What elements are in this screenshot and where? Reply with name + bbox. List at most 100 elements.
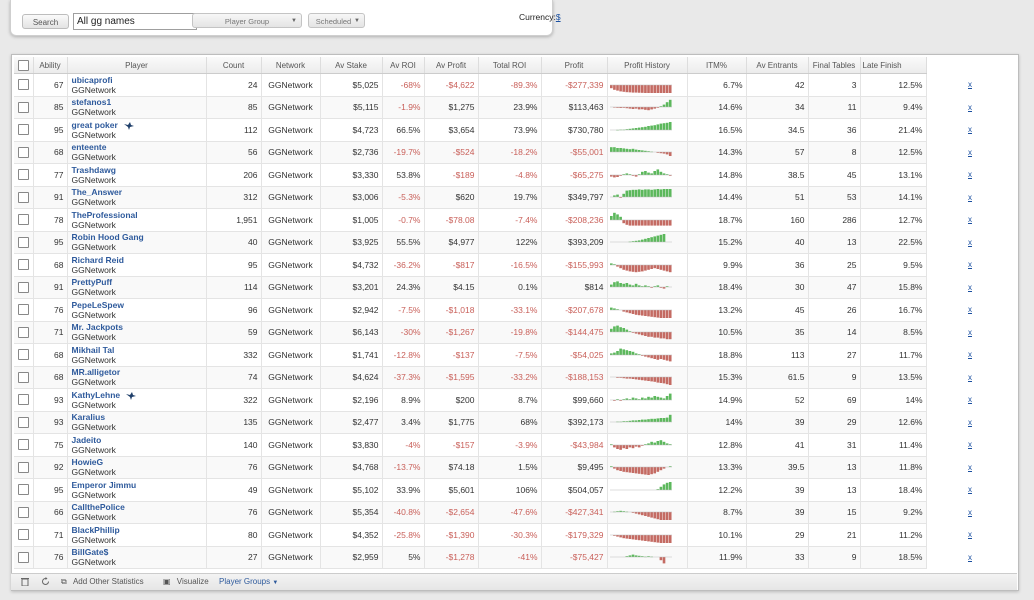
- remove-row-link[interactable]: x: [968, 305, 972, 314]
- remove-row-link[interactable]: x: [968, 395, 972, 404]
- player-name-link[interactable]: Mr. Jackpots: [71, 322, 124, 333]
- row-checkbox[interactable]: [17, 416, 29, 428]
- remove-row-link[interactable]: x: [968, 350, 972, 359]
- row-checkbox[interactable]: [17, 214, 29, 226]
- col-profit-history[interactable]: Profit History: [607, 57, 688, 74]
- row-checkbox[interactable]: [17, 461, 29, 473]
- remove-row-link[interactable]: x: [968, 417, 972, 427]
- table-row[interactable]: 95 Emperor Jimmu GGNetwork 49 GGNetwork $5,10…: [14, 478, 927, 502]
- table-row[interactable]: 93 KathyLehne GGNetwork 322 GGNetwork $2,196 8…: [14, 388, 927, 412]
- table-row[interactable]: 66 CallthePolice GGNetwork 76 GGNetwork $5,35…: [14, 501, 927, 524]
- row-select-cell[interactable]: [14, 433, 34, 457]
- row-select-cell[interactable]: [14, 456, 34, 479]
- row-select-cell[interactable]: [14, 163, 34, 187]
- player-groups-menu[interactable]: Player Groups ▼: [219, 577, 278, 586]
- visualize-button[interactable]: ▣ Visualize: [163, 577, 209, 586]
- col-count[interactable]: Count: [206, 57, 262, 74]
- col-network[interactable]: Network: [261, 57, 321, 74]
- table-row[interactable]: 71 Mr. Jackpots GGNetwork 59 GGNetwork $6,143…: [14, 321, 927, 344]
- player-name-link[interactable]: stefanos1: [71, 97, 112, 108]
- row-select-cell[interactable]: [14, 388, 34, 412]
- col-total-roi[interactable]: Total ROI: [478, 57, 542, 74]
- row-checkbox[interactable]: [17, 79, 29, 91]
- row-checkbox[interactable]: [17, 551, 29, 563]
- row-select-cell[interactable]: [14, 366, 34, 389]
- table-row[interactable]: 67 ubicaprofi GGNetwork 24 GGNetwork $5,025 -6…: [14, 73, 927, 97]
- row-select-cell[interactable]: [14, 321, 34, 344]
- remove-row-link[interactable]: x: [968, 507, 972, 517]
- table-row[interactable]: 68 enteente GGNetwork 56 GGNetwork $2,736 -19.…: [14, 141, 927, 164]
- row-checkbox[interactable]: [17, 349, 29, 361]
- row-checkbox[interactable]: [17, 169, 29, 181]
- row-checkbox[interactable]: [17, 191, 29, 203]
- col-av-roi[interactable]: Av ROI: [382, 57, 425, 74]
- table-row[interactable]: 92 HowieG GGNetwork 76 GGNetwork $4,768 -13.7%…: [14, 456, 927, 479]
- row-select-cell[interactable]: [14, 186, 34, 209]
- row-checkbox[interactable]: [17, 484, 29, 496]
- remove-row-link[interactable]: x: [968, 485, 972, 494]
- remove-row-link[interactable]: x: [968, 282, 972, 292]
- remove-row-link[interactable]: x: [968, 260, 972, 269]
- player-name-link[interactable]: KathyLehne: [71, 389, 121, 400]
- remove-row-link[interactable]: x: [968, 170, 972, 179]
- remove-row-link[interactable]: x: [968, 462, 972, 472]
- currency-link[interactable]: $: [555, 12, 561, 22]
- remove-row-link[interactable]: x: [968, 530, 972, 539]
- row-select-cell[interactable]: [14, 141, 34, 164]
- col-ability[interactable]: Ability: [33, 57, 68, 74]
- row-checkbox[interactable]: [17, 394, 29, 406]
- table-row[interactable]: 85 stefanos1 GGNetwork 85 GGNetwork $5,115 -1.…: [14, 96, 927, 119]
- remove-row-link[interactable]: x: [968, 440, 972, 449]
- table-row[interactable]: 95 great poker GGNetwork 112 GGNetwork $4,723…: [14, 118, 927, 142]
- player-name-link[interactable]: great poker: [71, 119, 118, 130]
- row-checkbox[interactable]: [17, 101, 29, 113]
- table-row[interactable]: 71 BlackPhillip GGNetwork 80 GGNetwork $4,352…: [14, 523, 927, 547]
- player-name-link[interactable]: Karalius: [71, 412, 106, 423]
- remove-row-link[interactable]: x: [968, 147, 972, 157]
- col-av-entrants[interactable]: Av Entrants: [746, 57, 809, 74]
- row-checkbox[interactable]: [17, 371, 29, 383]
- row-select-cell[interactable]: [14, 523, 34, 547]
- table-row[interactable]: 76 BillGate$ GGNetwork 27 GGNetwork $2,959 5% -…: [14, 546, 927, 569]
- table-row[interactable]: 91 The_Answer GGNetwork 312 GGNetwork $3,006-…: [14, 186, 927, 209]
- player-name-link[interactable]: HowieG: [71, 457, 104, 468]
- row-checkbox[interactable]: [17, 506, 29, 518]
- row-select-cell[interactable]: [14, 73, 34, 97]
- table-row[interactable]: 95 Robin Hood Gang GGNetwork 40 GGNetwork $3,…: [14, 231, 927, 254]
- col-final-tables[interactable]: Final Tables: [808, 57, 861, 74]
- player-name-link[interactable]: ubicaprofi: [71, 74, 113, 85]
- table-row[interactable]: 75 Jadeito GGNetwork 140 GGNetwork $3,830 -4% -…: [14, 433, 927, 457]
- col-profit[interactable]: Profit: [541, 57, 608, 74]
- row-select-cell[interactable]: [14, 501, 34, 524]
- search-button[interactable]: Search: [22, 14, 69, 29]
- trash-icon[interactable]: [21, 577, 29, 588]
- remove-row-link[interactable]: x: [968, 102, 972, 112]
- remove-row-link[interactable]: x: [968, 327, 972, 337]
- table-row[interactable]: 68 MR.alligetor GGNetwork 74 GGNetwork $4,624…: [14, 366, 927, 389]
- col-av-stake[interactable]: Av Stake: [320, 57, 383, 74]
- row-checkbox[interactable]: [17, 304, 29, 316]
- table-row[interactable]: 77 Trashdawg GGNetwork 206 GGNetwork $3,330 53…: [14, 163, 927, 187]
- table-row[interactable]: 78 TheProfessional GGNetwork 1,951 GGNetwork…: [14, 208, 927, 232]
- player-name-link[interactable]: TheProfessional: [71, 209, 138, 220]
- row-checkbox[interactable]: [17, 259, 29, 271]
- scheduled-select[interactable]: Scheduled ▼: [308, 13, 365, 28]
- row-select-cell[interactable]: [14, 118, 34, 142]
- player-name-link[interactable]: Emperor Jimmu: [71, 479, 137, 490]
- player-name-link[interactable]: enteente: [71, 142, 107, 153]
- row-checkbox[interactable]: [17, 281, 29, 293]
- player-name-link[interactable]: PepeLeSpew: [71, 299, 124, 310]
- select-all-checkbox[interactable]: [17, 59, 29, 71]
- remove-row-link[interactable]: x: [968, 125, 972, 134]
- row-select-cell[interactable]: [14, 298, 34, 322]
- row-select-cell[interactable]: [14, 546, 34, 569]
- row-checkbox[interactable]: [17, 529, 29, 541]
- row-select-cell[interactable]: [14, 96, 34, 119]
- remove-row-link[interactable]: x: [968, 80, 972, 89]
- player-name-link[interactable]: The_Answer: [71, 187, 123, 198]
- row-select-cell[interactable]: [14, 208, 34, 232]
- player-name-link[interactable]: CallthePolice: [71, 502, 125, 513]
- table-row[interactable]: 76 PepeLeSpew GGNetwork 96 GGNetwork $2,942 -7…: [14, 298, 927, 322]
- row-select-cell[interactable]: [14, 231, 34, 254]
- player-name-link[interactable]: Robin Hood Gang: [71, 232, 144, 243]
